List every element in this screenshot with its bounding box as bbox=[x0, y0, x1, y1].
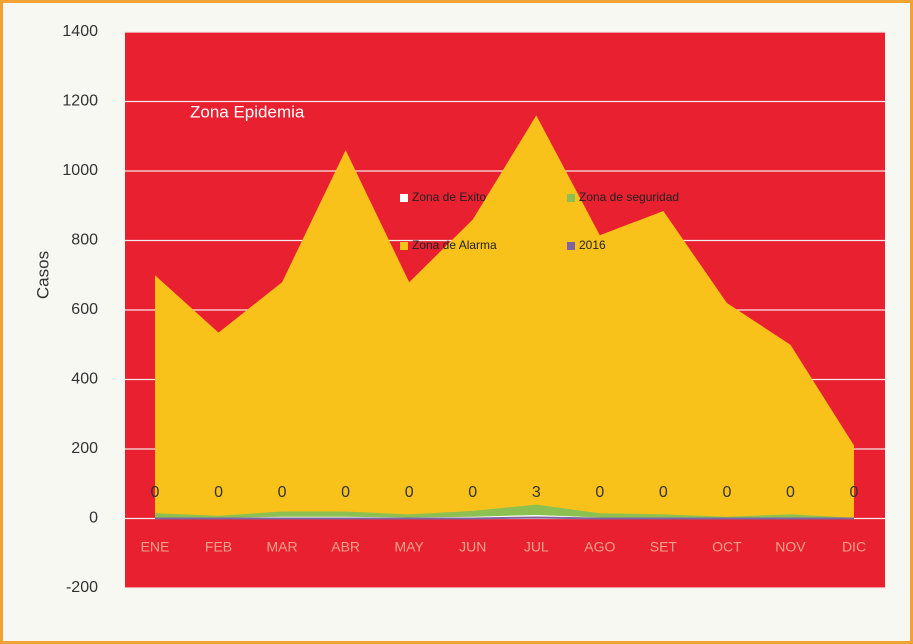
legend-label: Zona de seguridad bbox=[579, 190, 679, 204]
data-label: 0 bbox=[341, 484, 350, 501]
x-tick-label: ABR bbox=[331, 539, 360, 555]
data-label: 0 bbox=[850, 484, 859, 501]
y-tick-label: 800 bbox=[71, 232, 98, 249]
y-tick-label: -200 bbox=[66, 579, 98, 596]
data-label: 3 bbox=[532, 484, 541, 501]
series-line bbox=[155, 516, 854, 520]
data-label: 0 bbox=[468, 484, 477, 501]
x-tick-label: SET bbox=[650, 539, 678, 555]
y-tick-label: 1000 bbox=[62, 162, 98, 179]
data-label: 0 bbox=[405, 484, 414, 501]
series-area bbox=[155, 504, 854, 519]
x-tick-label: OCT bbox=[712, 539, 742, 555]
y-tick-label: 400 bbox=[71, 371, 98, 388]
legend-label: Zona de Exito bbox=[412, 190, 486, 204]
legend-swatch bbox=[400, 242, 408, 250]
legend-swatch bbox=[400, 194, 408, 202]
data-label: 0 bbox=[278, 484, 287, 501]
y-tick-label: 200 bbox=[71, 440, 98, 457]
x-tick-label: MAY bbox=[395, 539, 425, 555]
annotation: Zona Epidemia bbox=[190, 102, 305, 121]
x-tick-label: JUN bbox=[459, 539, 486, 555]
legend-swatch bbox=[567, 242, 575, 250]
x-tick-label: AGO bbox=[584, 539, 615, 555]
y-axis-label: Casos bbox=[33, 251, 52, 299]
series-area bbox=[155, 115, 854, 519]
data-label: 0 bbox=[151, 484, 160, 501]
x-tick-label: DIC bbox=[842, 539, 866, 555]
x-tick-label: MAR bbox=[267, 539, 298, 555]
y-tick-label: 600 bbox=[71, 301, 98, 318]
y-tick-label: 1200 bbox=[62, 93, 98, 110]
y-tick-label: 1400 bbox=[62, 23, 98, 40]
x-tick-label: NOV bbox=[775, 539, 806, 555]
x-tick-label: FEB bbox=[205, 539, 232, 555]
data-label: 0 bbox=[659, 484, 668, 501]
legend-label: 2016 bbox=[579, 238, 606, 252]
data-label: 0 bbox=[214, 484, 223, 501]
x-tick-label: JUL bbox=[524, 539, 549, 555]
legend-swatch bbox=[567, 194, 575, 202]
data-label: 0 bbox=[722, 484, 731, 501]
legend-label: Zona de Alarma bbox=[412, 238, 497, 252]
x-tick-label: ENE bbox=[141, 539, 170, 555]
y-tick-label: 0 bbox=[89, 510, 98, 527]
data-label: 0 bbox=[786, 484, 795, 501]
data-label: 0 bbox=[595, 484, 604, 501]
